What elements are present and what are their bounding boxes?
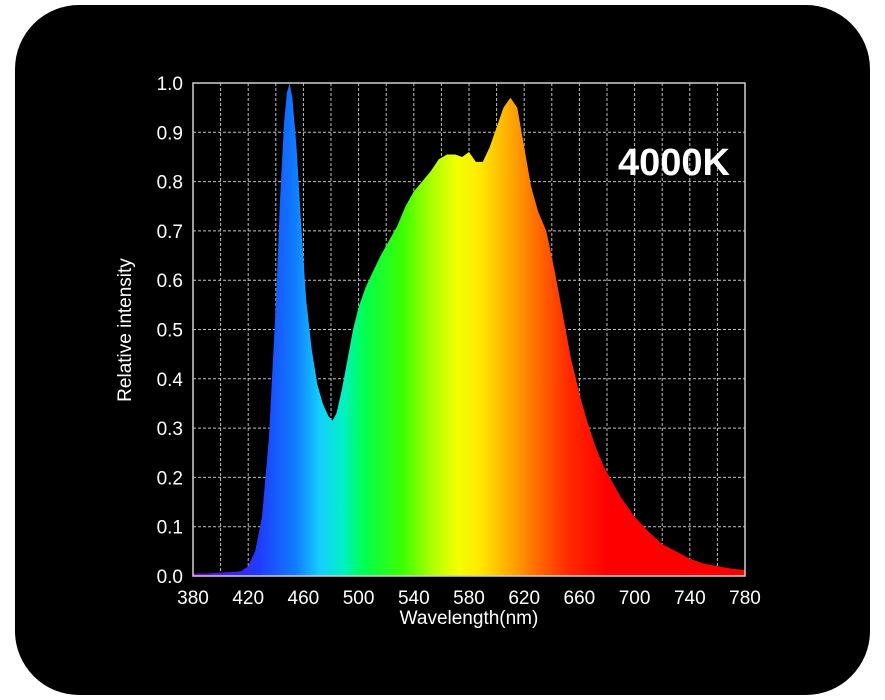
y-tick-label: 0.7 bbox=[157, 222, 183, 243]
y-tick-label: 1.0 bbox=[157, 74, 183, 95]
x-tick-label: 740 bbox=[674, 588, 706, 609]
color-temperature-label: 4000K bbox=[618, 142, 731, 184]
y-tick-label: 0.0 bbox=[157, 567, 183, 588]
x-tick-label: 460 bbox=[288, 588, 320, 609]
x-tick-label: 500 bbox=[343, 588, 375, 609]
y-tick-label: 0.2 bbox=[157, 468, 183, 489]
x-tick-label: 700 bbox=[619, 588, 651, 609]
y-tick-label: 0.1 bbox=[157, 518, 183, 539]
y-tick-label: 0.3 bbox=[157, 419, 183, 440]
x-tick-label: 660 bbox=[564, 588, 596, 609]
x-tick-label: 380 bbox=[177, 588, 209, 609]
x-tick-label: 540 bbox=[398, 588, 430, 609]
y-tick-label: 0.4 bbox=[157, 370, 184, 391]
x-tick-label: 780 bbox=[729, 588, 761, 609]
spectrum-area bbox=[193, 83, 745, 576]
x-axis-title: Wavelength(nm) bbox=[400, 608, 539, 629]
plot-frame bbox=[192, 82, 746, 577]
x-tick-labels: 380 420 460 500 540 580 620 660 700 740 780 bbox=[177, 588, 761, 609]
x-tick-label: 580 bbox=[453, 588, 485, 609]
y-tick-label: 0.6 bbox=[157, 271, 183, 292]
x-tick-label: 620 bbox=[508, 588, 540, 609]
y-tick-label: 0.5 bbox=[157, 321, 183, 342]
y-tick-label: 0.8 bbox=[157, 173, 183, 194]
x-tick-label: 420 bbox=[232, 588, 264, 609]
y-tick-labels: 0.0 0.1 0.2 0.3 0.4 0.5 0.6 0.7 0.8 0.9 1.0 bbox=[157, 74, 184, 588]
y-tick-label: 0.9 bbox=[157, 123, 183, 144]
y-axis-title: Relative intensity bbox=[115, 258, 136, 402]
